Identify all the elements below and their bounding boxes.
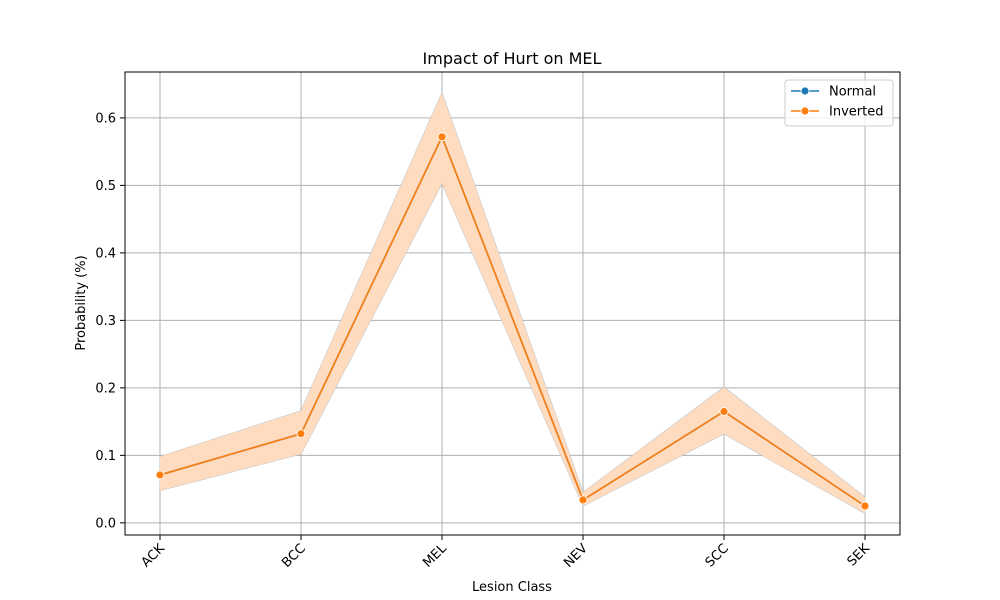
y-tick-label: 0.1 — [95, 449, 116, 464]
legend-label-inverted: Inverted — [829, 105, 883, 120]
data-point-inverted — [860, 501, 870, 511]
x-axis-label: Lesion Class — [472, 580, 552, 595]
series-line-inverted — [159, 134, 866, 507]
data-point-inverted — [155, 470, 165, 480]
data-point-inverted — [719, 407, 729, 416]
y-tick-label: 0.4 — [95, 246, 116, 261]
y-axis-label: Probability (%) — [74, 255, 89, 350]
legend-marker-inverted — [800, 106, 810, 116]
chart-title: Impact of Hurt on MEL — [423, 49, 602, 68]
y-tick-label: 0.5 — [95, 179, 116, 194]
legend-label-normal: Normal — [829, 85, 876, 100]
y-tick-label: 0.6 — [95, 111, 116, 126]
y-tick-label: 0.0 — [95, 516, 116, 531]
data-point-inverted — [578, 495, 588, 505]
y-axis-ticks: 0.0 0.1 0.2 0.3 0.4 0.5 0.6 — [95, 111, 125, 531]
legend: Normal Inverted — [784, 79, 894, 127]
series-points — [155, 132, 870, 511]
plot-frame — [124, 71, 901, 536]
data-point-inverted — [437, 132, 447, 142]
series-lines — [159, 134, 866, 507]
confidence-bands — [159, 91, 866, 515]
legend-marker-normal — [800, 86, 810, 96]
y-tick-label: 0.3 — [95, 314, 116, 329]
data-point-inverted — [296, 429, 306, 439]
y-tick-label: 0.2 — [95, 381, 116, 396]
confidence-band-inverted — [159, 91, 866, 515]
